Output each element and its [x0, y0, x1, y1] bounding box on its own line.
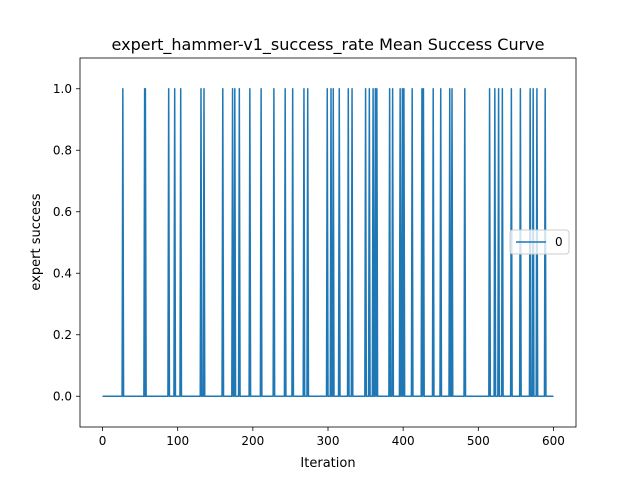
y-tick-label: 0.2 [53, 328, 72, 342]
legend: 0 [509, 229, 570, 255]
y-axis-label: expert success [29, 193, 44, 290]
x-tick-label: 0 [99, 434, 107, 448]
x-axis-ticks: 0 100 200 300 400 500 600 [99, 427, 565, 448]
series-line-0 [102, 88, 554, 397]
x-tick-label: 500 [467, 434, 490, 448]
x-axis-label: Iteration [300, 456, 355, 471]
x-tick-label: 200 [241, 434, 264, 448]
chart-title: expert_hammer-v1_success_rate Mean Succe… [112, 35, 545, 55]
y-axis-ticks: 0.0 0.2 0.4 0.6 0.8 1.0 [53, 82, 80, 403]
y-tick-label: 1.0 [53, 82, 72, 96]
y-tick-label: 0.8 [53, 143, 72, 157]
x-tick-label: 400 [392, 434, 415, 448]
plot-area-frame [79, 57, 577, 428]
x-tick-label: 100 [166, 434, 189, 448]
legend-label-0: 0 [555, 235, 563, 249]
y-tick-label: 0.6 [53, 205, 72, 219]
y-tick-label: 0.4 [53, 266, 72, 280]
x-tick-label: 600 [542, 434, 565, 448]
x-tick-label: 300 [317, 434, 340, 448]
y-tick-label: 0.0 [53, 389, 72, 403]
